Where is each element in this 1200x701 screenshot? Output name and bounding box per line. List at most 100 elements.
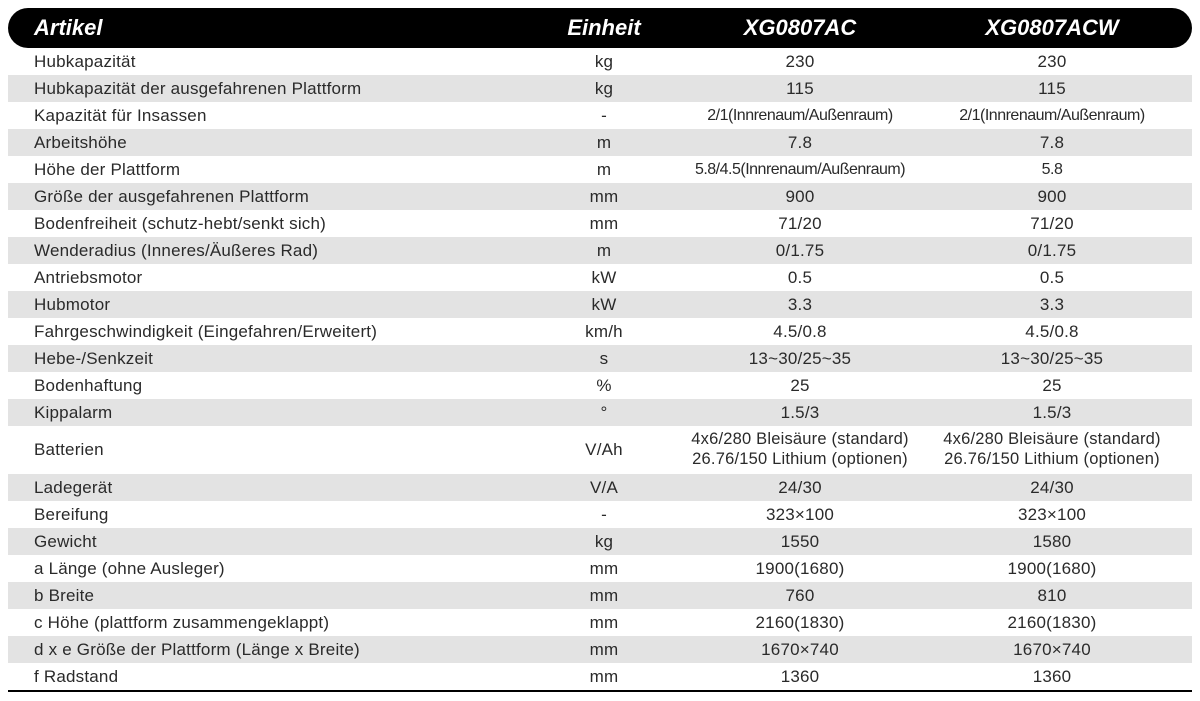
cell-value-a: 25 (674, 376, 926, 396)
cell-value-b: 1580 (926, 532, 1178, 552)
cell-unit: mm (534, 187, 674, 207)
cell-article: Hubkapazität (34, 52, 534, 72)
cell-value-b: 1360 (926, 667, 1178, 687)
cell-article: Bereifung (34, 505, 534, 525)
cell-value-b: 1670×740 (926, 640, 1178, 660)
cell-unit: % (534, 376, 674, 396)
cell-value-a: 115 (674, 79, 926, 99)
cell-value-b: 4x6/280 Bleisäure (standard)26.76/150 Li… (926, 430, 1178, 470)
cell-value-a: 323×100 (674, 505, 926, 525)
cell-value-a: 2160(1830) (674, 613, 926, 633)
cell-value-b: 230 (926, 52, 1178, 72)
cell-unit: mm (534, 667, 674, 687)
table-row: c Höhe (plattform zusammengeklappt)mm216… (8, 609, 1192, 636)
cell-unit: kg (534, 52, 674, 72)
table-row: Fahrgeschwindigkeit (Eingefahren/Erweite… (8, 318, 1192, 345)
table-row: Bodenhaftung%2525 (8, 372, 1192, 399)
cell-unit: V/A (534, 478, 674, 498)
cell-value-a: 2/1(Innrenaum/Außenraum) (674, 107, 926, 125)
cell-value-a: 0.5 (674, 268, 926, 288)
cell-value-b: 24/30 (926, 478, 1178, 498)
cell-value-a: 1360 (674, 667, 926, 687)
table-header-row: Artikel Einheit XG0807AC XG0807ACW (8, 8, 1192, 48)
cell-unit: m (534, 241, 674, 261)
cell-article: d x e Größe der Plattform (Länge x Breit… (34, 640, 534, 660)
cell-value-a: 1.5/3 (674, 403, 926, 423)
table-row: b Breitemm760810 (8, 582, 1192, 609)
cell-article: Ladegerät (34, 478, 534, 498)
cell-value-a: 4x6/280 Bleisäure (standard)26.76/150 Li… (674, 430, 926, 470)
cell-article: Hubmotor (34, 295, 534, 315)
cell-value-b: 13~30/25~35 (926, 349, 1178, 369)
table-row: Bereifung-323×100323×100 (8, 501, 1192, 528)
cell-unit: kg (534, 79, 674, 99)
cell-article: Hebe-/Senkzeit (34, 349, 534, 369)
table-row: Hubkapazität der ausgefahrenen Plattform… (8, 75, 1192, 102)
cell-value-b: 115 (926, 79, 1178, 99)
cell-unit: s (534, 349, 674, 369)
cell-value-a: 4.5/0.8 (674, 322, 926, 342)
cell-article: Hubkapazität der ausgefahrenen Plattform (34, 79, 534, 99)
cell-value-a: 71/20 (674, 214, 926, 234)
cell-unit: kW (534, 295, 674, 315)
spec-table: Artikel Einheit XG0807AC XG0807ACW Hubka… (8, 8, 1192, 692)
cell-value-a: 3.3 (674, 295, 926, 315)
table-row: HubmotorkW3.33.3 (8, 291, 1192, 318)
cell-unit: ° (534, 403, 674, 423)
cell-value-a: 900 (674, 187, 926, 207)
table-row: Höhe der Plattformm5.8/4.5(Innrenaum/Auß… (8, 156, 1192, 183)
cell-value-a: 1550 (674, 532, 926, 552)
cell-value-b: 25 (926, 376, 1178, 396)
cell-article: Bodenfreiheit (schutz-hebt/senkt sich) (34, 214, 534, 234)
table-row: AntriebsmotorkW0.50.5 (8, 264, 1192, 291)
cell-unit: kW (534, 268, 674, 288)
table-row: Arbeitshöhem7.87.8 (8, 129, 1192, 156)
cell-article: c Höhe (plattform zusammengeklappt) (34, 613, 534, 633)
cell-article: Arbeitshöhe (34, 133, 534, 153)
table-row: Kapazität für Insassen-2/1(Innrenaum/Auß… (8, 102, 1192, 129)
table-row: a Länge (ohne Ausleger)mm1900(1680)1900(… (8, 555, 1192, 582)
cell-article: a Länge (ohne Ausleger) (34, 559, 534, 579)
cell-unit: m (534, 133, 674, 153)
cell-unit: mm (534, 586, 674, 606)
cell-value-b: 0.5 (926, 268, 1178, 288)
cell-value-b: 5.8 (926, 161, 1178, 179)
header-unit: Einheit (534, 15, 674, 41)
cell-unit: mm (534, 613, 674, 633)
table-row: LadegerätV/A24/3024/30 (8, 474, 1192, 501)
table-row: Hubkapazitätkg230230 (8, 48, 1192, 75)
cell-value-a: 0/1.75 (674, 241, 926, 261)
cell-value-b: 2/1(Innrenaum/Außenraum) (926, 107, 1178, 125)
cell-value-b: 0/1.75 (926, 241, 1178, 261)
header-article: Artikel (34, 15, 534, 41)
table-row: Wenderadius (Inneres/Äußeres Rad)m0/1.75… (8, 237, 1192, 264)
cell-article: b Breite (34, 586, 534, 606)
cell-unit: - (534, 106, 674, 126)
cell-value-b: 3.3 (926, 295, 1178, 315)
cell-unit: mm (534, 214, 674, 234)
cell-unit: V/Ah (534, 440, 674, 460)
cell-value-a: 13~30/25~35 (674, 349, 926, 369)
cell-article: Antriebsmotor (34, 268, 534, 288)
cell-unit: km/h (534, 322, 674, 342)
cell-article: Fahrgeschwindigkeit (Eingefahren/Erweite… (34, 322, 534, 342)
cell-value-b: 1900(1680) (926, 559, 1178, 579)
cell-article: Kippalarm (34, 403, 534, 423)
cell-value-a: 1670×740 (674, 640, 926, 660)
cell-value-a: 5.8/4.5(Innrenaum/Außenraum) (674, 161, 926, 179)
table-row: Gewichtkg15501580 (8, 528, 1192, 555)
cell-unit: mm (534, 640, 674, 660)
table-row: BatterienV/Ah4x6/280 Bleisäure (standard… (8, 426, 1192, 474)
table-body: Hubkapazitätkg230230Hubkapazität der aus… (8, 48, 1192, 690)
cell-article: Größe der ausgefahrenen Plattform (34, 187, 534, 207)
table-row: Bodenfreiheit (schutz-hebt/senkt sich)mm… (8, 210, 1192, 237)
cell-value-b: 4.5/0.8 (926, 322, 1178, 342)
table-row: d x e Größe der Plattform (Länge x Breit… (8, 636, 1192, 663)
table-row: f Radstandmm13601360 (8, 663, 1192, 690)
cell-value-b: 900 (926, 187, 1178, 207)
cell-article: Bodenhaftung (34, 376, 534, 396)
cell-article: Batterien (34, 440, 534, 460)
cell-value-a: 7.8 (674, 133, 926, 153)
cell-value-a: 760 (674, 586, 926, 606)
cell-unit: kg (534, 532, 674, 552)
